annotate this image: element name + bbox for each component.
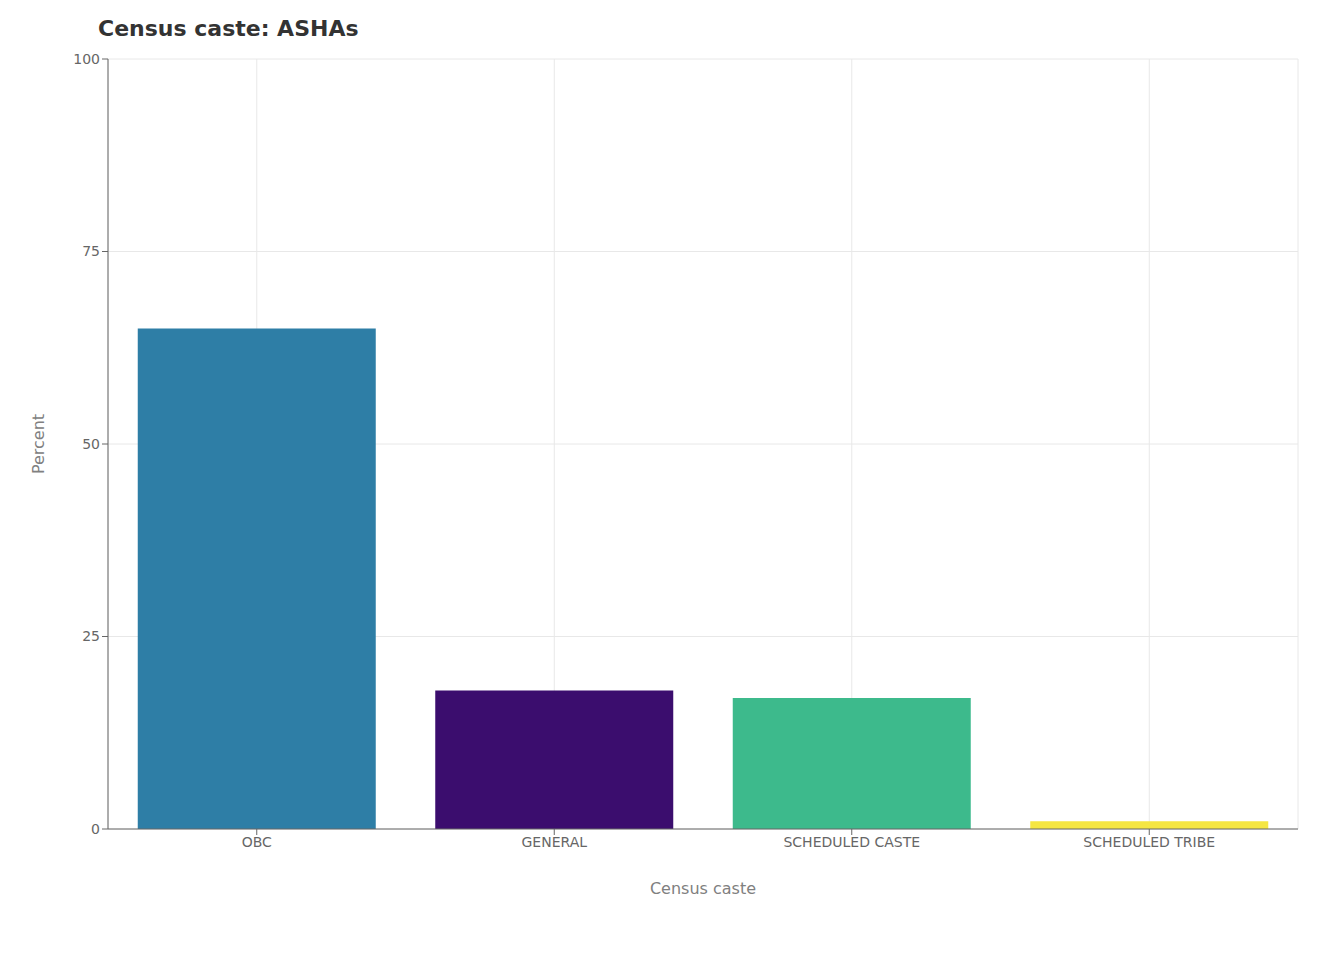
svg-text:100: 100: [73, 51, 100, 67]
svg-text:0: 0: [91, 821, 100, 837]
svg-text:Census caste: Census caste: [650, 879, 756, 898]
svg-text:GENERAL: GENERAL: [521, 834, 587, 850]
svg-text:75: 75: [82, 243, 100, 259]
svg-text:SCHEDULED CASTE: SCHEDULED CASTE: [783, 834, 920, 850]
html-text:Census caste: ASHAs: Census caste: ASHAs: [98, 16, 359, 41]
svg-text:Percent: Percent: [29, 414, 48, 474]
svg-text:25: 25: [82, 628, 100, 644]
svg-text:SCHEDULED TRIBE: SCHEDULED TRIBE: [1083, 834, 1215, 850]
svg-text:50: 50: [82, 436, 100, 452]
svg-text:OBC: OBC: [242, 834, 272, 850]
